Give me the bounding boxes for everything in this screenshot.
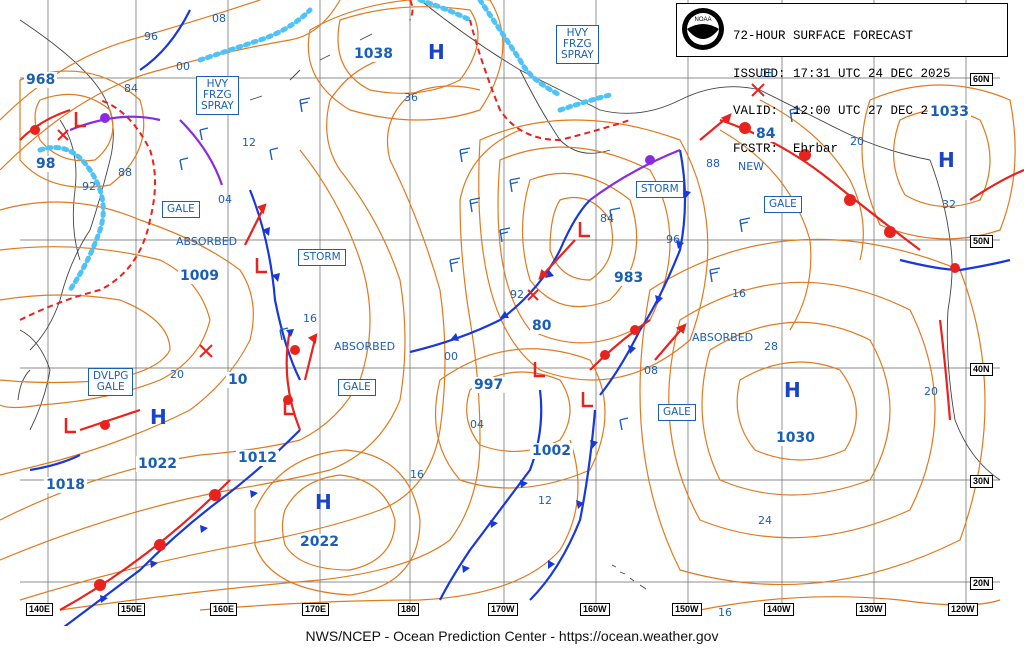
isobar-label: 20 bbox=[924, 385, 938, 398]
storm-label-west: STORM bbox=[298, 249, 346, 266]
pressure-label-1033: 1033 bbox=[928, 104, 971, 120]
pressure-label-1012: 1012 bbox=[236, 450, 279, 466]
noaa-logo: NOAA bbox=[681, 7, 725, 51]
isobar-label: 16 bbox=[718, 606, 732, 619]
gale-label-gulf: GALE bbox=[764, 196, 802, 213]
cold-front-pips bbox=[100, 190, 691, 603]
isobar-label: 00 bbox=[444, 350, 458, 363]
pressure-label-1009: 1009 bbox=[178, 268, 221, 284]
lon-label-170w: 170W bbox=[488, 603, 518, 616]
isobar-label: 88 bbox=[706, 157, 720, 170]
storm-position-markers bbox=[57, 83, 765, 358]
lon-label-150e: 150E bbox=[118, 603, 146, 616]
isobar-label: 00 bbox=[176, 60, 190, 73]
header-valid: VALID: 12:00 UTC 27 DEC 2025 bbox=[733, 104, 951, 118]
isobar-label: 92 bbox=[82, 180, 96, 193]
isobar-label: 92 bbox=[510, 288, 524, 301]
pressure-label-1022: 1022 bbox=[136, 456, 179, 472]
isobar-label: 36 bbox=[404, 91, 418, 104]
isobar-label: 20 bbox=[850, 135, 864, 148]
isobar-label: 16 bbox=[410, 468, 424, 481]
lon-label-160e: 160E bbox=[210, 603, 238, 616]
occluded-front-pips bbox=[100, 113, 655, 165]
isobar-label: 04 bbox=[470, 418, 484, 431]
isobar-label: 12 bbox=[242, 136, 256, 149]
isobar-label: 08 bbox=[212, 12, 226, 25]
lon-label-180: 180 bbox=[398, 603, 420, 616]
isobar-label: 16 bbox=[732, 287, 746, 300]
isobar-label: 20 bbox=[170, 368, 184, 381]
absorbed-label-west: ABSORBED bbox=[176, 235, 238, 248]
lon-label-150w: 150W bbox=[672, 603, 702, 616]
lon-label-160w: 160W bbox=[580, 603, 610, 616]
developing-gale-label: DVLPG GALE bbox=[88, 368, 134, 396]
gale-label-west: GALE bbox=[162, 201, 200, 218]
isobar-label: 24 bbox=[758, 514, 772, 527]
absorbed-label-east: ABSORBED bbox=[692, 331, 754, 344]
lat-label-20n: 20N bbox=[970, 577, 993, 590]
heavy-freezing-spray-areas bbox=[19, 0, 631, 321]
lat-label-60n: 60N bbox=[970, 73, 993, 86]
isobar-label: 08 bbox=[644, 364, 658, 377]
new-label: NEW bbox=[738, 160, 765, 173]
lon-label-130w: 130W bbox=[856, 603, 886, 616]
lon-label-170e: 170E bbox=[302, 603, 330, 616]
heavy-freezing-spray-label-east: HVY FRZG SPRAY bbox=[556, 25, 599, 64]
isobar-label: 84 bbox=[124, 82, 138, 95]
isobar-label: 88 bbox=[118, 166, 132, 179]
absorbed-label-central: ABSORBED bbox=[334, 340, 396, 353]
warm-front-pips bbox=[30, 122, 960, 591]
high-pressure-center-1038: H bbox=[428, 40, 445, 64]
pressure-label-84: 84 bbox=[754, 126, 778, 142]
heavy-freezing-spray-label-west: HVY FRZG SPRAY bbox=[196, 76, 239, 115]
storm-motion-arrows bbox=[244, 113, 732, 381]
pressure-label-968: 968 bbox=[24, 72, 58, 88]
footer-credit: NWS/NCEP - Ocean Prediction Center - htt… bbox=[0, 626, 1024, 652]
header-title: 72-HOUR SURFACE FORECAST bbox=[733, 29, 914, 43]
pressure-label-997: 997 bbox=[472, 377, 506, 393]
pressure-label-1038: 1038 bbox=[352, 46, 395, 62]
pressure-label-98: 98 bbox=[34, 156, 58, 172]
high-pressure-center-1022: H bbox=[150, 405, 167, 429]
isobar-label: 96 bbox=[144, 30, 158, 43]
low-centers bbox=[64, 112, 593, 434]
header-forecaster: FCSTR: Ehrbar bbox=[733, 141, 839, 156]
gale-label-central: GALE bbox=[338, 379, 376, 396]
pressure-label-80: 80 bbox=[530, 318, 554, 334]
storm-label-gulf: STORM bbox=[636, 181, 684, 198]
gale-label-south: GALE bbox=[658, 404, 696, 421]
wind-barbs bbox=[179, 97, 801, 431]
pressure-label-1002: 1002 bbox=[530, 443, 573, 459]
lat-label-40n: 40N bbox=[970, 363, 993, 376]
header-issued: ISSUED: 17:31 UTC 24 DEC 2025 bbox=[733, 66, 951, 81]
lon-label-140w: 140W bbox=[764, 603, 794, 616]
high-pressure-center-2022: H bbox=[315, 490, 332, 514]
isobar-label: 16 bbox=[303, 312, 317, 325]
pressure-label-10: 10 bbox=[226, 372, 250, 388]
isobar-label: 32 bbox=[942, 198, 956, 211]
isobar-label: 28 bbox=[764, 340, 778, 353]
forecast-header: NOAA 72-HOUR SURFACE FORECAST ISSUED: 17… bbox=[676, 3, 1008, 155]
isobar-label: 08 bbox=[760, 67, 774, 80]
pressure-label-1030: 1030 bbox=[774, 430, 817, 446]
isobar-label: 12 bbox=[538, 494, 552, 507]
ice-edge bbox=[37, 0, 613, 293]
lon-label-140e: 140E bbox=[26, 603, 54, 616]
high-pressure-center-1033: H bbox=[938, 148, 955, 172]
pressure-label-983: 983 bbox=[612, 270, 646, 286]
high-pressure-center-1030: H bbox=[784, 378, 801, 402]
svg-text:NOAA: NOAA bbox=[694, 17, 711, 23]
lat-label-30n: 30N bbox=[970, 475, 993, 488]
isobar-label: 84 bbox=[600, 212, 614, 225]
isobar-label: 04 bbox=[218, 193, 232, 206]
lat-label-50n: 50N bbox=[970, 235, 993, 248]
isobar-label: 96 bbox=[666, 233, 680, 246]
lon-label-120w: 120W bbox=[948, 603, 978, 616]
pressure-label-1018: 1018 bbox=[44, 477, 87, 493]
pressure-label-2022: 2022 bbox=[298, 534, 341, 550]
